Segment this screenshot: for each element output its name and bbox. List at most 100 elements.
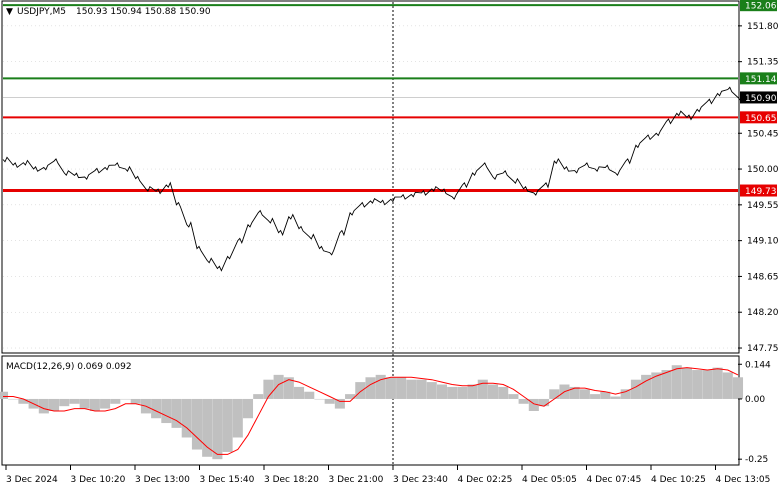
y-tick-label: 149.10 <box>747 237 779 247</box>
level-tag-label: 152.06 <box>745 2 777 12</box>
level-tag <box>740 72 777 85</box>
macd-bar <box>447 386 458 399</box>
macd-signal-line <box>3 367 739 455</box>
macd-bar <box>120 398 131 400</box>
y-tick-label: 149.55 <box>747 201 779 211</box>
macd-bar <box>304 391 315 399</box>
macd-bar <box>365 377 376 399</box>
x-tick-label: 4 Dec 02:25 <box>458 475 513 485</box>
level-tag-label: 150.65 <box>745 114 777 124</box>
macd-bar <box>222 398 233 452</box>
macd-series[interactable] <box>0 365 744 460</box>
macd-bar <box>191 398 202 450</box>
macd-bar <box>0 391 9 399</box>
price-line <box>2 86 743 272</box>
macd-bar <box>355 382 366 399</box>
macd-bar <box>722 372 733 399</box>
x-tick-label: 4 Dec 07:45 <box>587 475 642 485</box>
macd-bar <box>202 398 213 457</box>
macd-bar <box>426 382 437 399</box>
macd-bar <box>610 396 621 399</box>
macd-label: MACD(12,26,9) 0.069 0.092 <box>6 362 132 372</box>
macd-bar <box>569 386 580 399</box>
macd-bar <box>151 398 162 419</box>
level-tag <box>740 184 777 197</box>
macd-bar <box>171 398 182 428</box>
y-tick-label: 148.20 <box>747 308 779 318</box>
macd-bar <box>181 398 192 438</box>
x-tick-label: 3 Dec 13:00 <box>135 475 190 485</box>
y-tick-label: 151.80 <box>747 22 779 32</box>
macd-bar <box>242 398 254 419</box>
macd-bar <box>334 398 345 409</box>
macd-bar <box>396 377 407 399</box>
macd-bar <box>732 377 744 399</box>
x-tick-label: 3 Dec 15:40 <box>200 475 255 485</box>
macd-bar <box>641 374 652 399</box>
macd-bar <box>498 386 509 399</box>
macd-bar <box>600 391 611 399</box>
macd-bar <box>100 398 111 409</box>
macd-bar <box>263 379 274 399</box>
macd-bar <box>273 374 284 399</box>
y-tick-label: 151.35 <box>747 58 779 68</box>
macd-bar <box>539 398 550 407</box>
macd-y-tick-label: 0.00 <box>745 395 765 405</box>
macd-bar <box>110 398 121 404</box>
level-tag-label: 151.14 <box>745 75 777 85</box>
macd-bar <box>314 398 325 400</box>
level-tag <box>740 111 777 124</box>
macd-bar <box>79 398 90 409</box>
axes: 151.80 151.35 150.45 150.00 149.55 149.10 148.… <box>5 22 779 485</box>
y-tick-label: 147.75 <box>747 344 779 354</box>
macd-bar <box>681 367 692 399</box>
chart-ohlc: 150.93 150.94 150.88 150.90 <box>76 7 211 17</box>
macd-bar <box>436 384 447 399</box>
price-levels: 152.06 151.14 150.90 150.65 149.73 <box>3 0 777 197</box>
y-tick-label: 148.65 <box>747 272 779 282</box>
macd-bar <box>49 398 60 411</box>
macd-bar <box>345 394 356 399</box>
price-pane-frame <box>1 0 740 354</box>
macd-bar <box>518 398 529 404</box>
macd-bar <box>477 379 488 399</box>
macd-bar <box>671 365 682 399</box>
level-tag <box>740 91 777 104</box>
macd-bar <box>161 398 172 424</box>
macd-y-tick-label: -0.25 <box>745 455 768 465</box>
macd-bar <box>579 389 590 399</box>
macd-bar <box>467 384 478 399</box>
macd-bar <box>620 389 631 399</box>
x-tick-label: 4 Dec 13:05 <box>716 475 771 485</box>
macd-bar <box>130 398 141 404</box>
macd-bar <box>8 398 19 400</box>
x-tick-label: 3 Dec 18:20 <box>264 475 319 485</box>
macd-bar <box>232 398 243 438</box>
chart-symbol: USDJPY,M5 <box>17 7 66 17</box>
price-series[interactable] <box>2 86 743 272</box>
macd-bar <box>38 398 49 414</box>
macd-bar <box>508 394 519 399</box>
macd-bar <box>385 377 396 399</box>
macd-bar <box>253 394 264 399</box>
collapse-arrow-icon[interactable]: ▼ <box>6 7 13 17</box>
macd-bar <box>487 384 499 399</box>
level-tag <box>740 0 777 12</box>
x-tick-label: 4 Dec 05:05 <box>522 475 577 485</box>
macd-y-tick-label: 0.144 <box>745 360 771 370</box>
macd-bar <box>457 386 468 399</box>
level-tag-label: 149.73 <box>745 187 777 197</box>
macd-bar <box>712 367 723 399</box>
macd-bar <box>528 398 539 411</box>
macd-bar <box>212 398 223 460</box>
macd-bar <box>590 394 601 399</box>
macd-bar <box>294 386 305 399</box>
macd-bar <box>89 398 100 411</box>
y-tick-label: 150.00 <box>747 165 779 175</box>
macd-bar <box>661 370 672 399</box>
x-tick-label: 4 Dec 10:25 <box>651 475 706 485</box>
macd-bar <box>651 372 662 399</box>
macd-bar <box>630 379 641 399</box>
macd-bar <box>406 379 417 399</box>
